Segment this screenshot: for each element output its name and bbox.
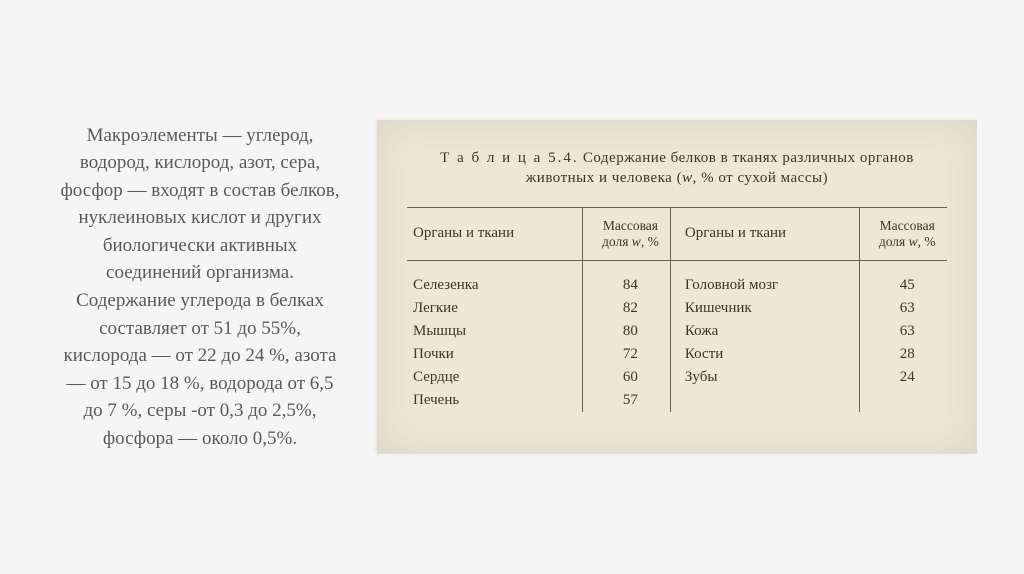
table-row: Сердце60Зубы24 [407,366,947,389]
hdr-val-l1: Массовая [603,218,658,233]
cell-name: Мышцы [407,320,582,343]
cell-val: 84 [582,260,670,297]
table-row: Мышцы80Кожа63 [407,320,947,343]
cell-name: Селезенка [407,260,582,297]
col-value-right: Массовая доля w, % [859,207,947,260]
cell-val: 28 [859,343,947,366]
cell-val [859,389,947,412]
cell-name: Зубы [670,366,859,389]
caption-tail: , % от сухой массы) [693,170,828,186]
cell-name: Печень [407,389,582,412]
cell-val: 63 [859,320,947,343]
table-header-row: Органы и ткани Массовая доля w, % Органы… [407,207,947,260]
cell-val: 45 [859,260,947,297]
caption-w: w [682,170,693,186]
table-body: Селезенка84Головной мозг45 Легкие82Кишеч… [407,260,947,412]
cell-val: 57 [582,389,670,412]
table-scan: Т а б л и ц а 5.4. Содержание белков в т… [377,120,977,454]
col-organ-right: Органы и ткани [670,207,859,260]
col-organ-left: Органы и ткани [407,207,582,260]
cell-name: Кожа [670,320,859,343]
cell-val: 82 [582,297,670,320]
table-row: Почки72Кости28 [407,343,947,366]
cell-name: Сердце [407,366,582,389]
table-row: Печень57 [407,389,947,412]
cell-name: Кишечник [670,297,859,320]
table-row: Легкие82Кишечник63 [407,297,947,320]
data-table: Органы и ткани Массовая доля w, % Органы… [407,207,947,412]
cell-name [670,389,859,412]
cell-name: Кости [670,343,859,366]
hdr-val-r2: доля w, % [879,234,936,249]
table-row: Селезенка84Головной мозг45 [407,260,947,297]
table-caption: Т а б л и ц а 5.4. Содержание белков в т… [407,148,947,189]
hdr-val-l2: доля w, % [602,234,659,249]
scan-container: Т а б л и ц а 5.4. Содержание белков в т… [360,120,1024,454]
cell-val: 80 [582,320,670,343]
cell-val: 24 [859,366,947,389]
cell-name: Легкие [407,297,582,320]
paragraph: Макроэлементы — углерод, водород, кислор… [60,122,340,453]
description-text: Макроэлементы — углерод, водород, кислор… [0,82,360,493]
cell-val: 60 [582,366,670,389]
cell-val: 63 [859,297,947,320]
hdr-val-r1: Массовая [880,218,935,233]
caption-prefix: Т а б л и ц а 5.4. [440,150,578,166]
col-value-left: Массовая доля w, % [582,207,670,260]
cell-name: Головной мозг [670,260,859,297]
cell-val: 72 [582,343,670,366]
cell-name: Почки [407,343,582,366]
